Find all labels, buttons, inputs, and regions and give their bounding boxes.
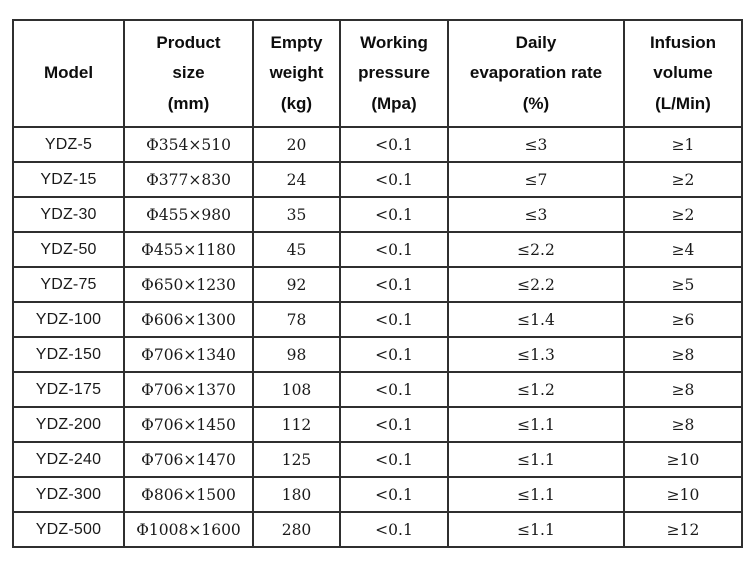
cell-daily-evaporation-rate: ≤1.4 (447, 301, 625, 338)
cell-model: YDZ-75 (12, 266, 125, 303)
col-header-empty-weight: Empty weight (kg) (252, 19, 341, 128)
cell-infusion-volume: ≥8 (623, 371, 743, 408)
table-row: YDZ-300 Φ806×1500 180 <0.1 ≤1.1 ≥10 (12, 476, 743, 513)
cell-infusion-volume: ≥10 (623, 441, 743, 478)
cell-model: YDZ-15 (12, 161, 125, 198)
cell-working-pressure: <0.1 (339, 266, 449, 303)
cell-product-size: Φ1008×1600 (123, 511, 254, 548)
cell-empty-weight: 180 (252, 476, 341, 513)
header-row: Model Product size (mm) Empty weight (kg… (12, 19, 743, 128)
cell-empty-weight: 112 (252, 406, 341, 443)
cell-product-size: Φ606×1300 (123, 301, 254, 338)
cell-daily-evaporation-rate: ≤3 (447, 126, 625, 163)
cell-product-size: Φ455×1180 (123, 231, 254, 268)
cell-product-size: Φ455×980 (123, 196, 254, 233)
table-row: YDZ-175 Φ706×1370 108 <0.1 ≤1.2 ≥8 (12, 371, 743, 408)
cell-infusion-volume: ≥6 (623, 301, 743, 338)
col-header-product-size: Product size (mm) (123, 19, 254, 128)
product-spec-table: Model Product size (mm) Empty weight (kg… (12, 19, 743, 548)
cell-infusion-volume: ≥8 (623, 406, 743, 443)
cell-infusion-volume: ≥4 (623, 231, 743, 268)
cell-product-size: Φ706×1340 (123, 336, 254, 373)
cell-working-pressure: <0.1 (339, 161, 449, 198)
col-header-working-pressure: Working pressure (Mpa) (339, 19, 449, 128)
cell-product-size: Φ706×1470 (123, 441, 254, 478)
col-header-daily-evaporation-rate: Daily evaporation rate (%) (447, 19, 625, 128)
cell-product-size: Φ806×1500 (123, 476, 254, 513)
cell-model: YDZ-5 (12, 126, 125, 163)
cell-daily-evaporation-rate: ≤2.2 (447, 231, 625, 268)
cell-model: YDZ-240 (12, 441, 125, 478)
cell-model: YDZ-30 (12, 196, 125, 233)
cell-empty-weight: 108 (252, 371, 341, 408)
cell-product-size: Φ377×830 (123, 161, 254, 198)
table-row: YDZ-500 Φ1008×1600 280 <0.1 ≤1.1 ≥12 (12, 511, 743, 548)
cell-daily-evaporation-rate: ≤1.1 (447, 441, 625, 478)
cell-working-pressure: <0.1 (339, 371, 449, 408)
cell-daily-evaporation-rate: ≤2.2 (447, 266, 625, 303)
cell-working-pressure: <0.1 (339, 336, 449, 373)
cell-model: YDZ-500 (12, 511, 125, 548)
cell-working-pressure: <0.1 (339, 406, 449, 443)
table-row: YDZ-240 Φ706×1470 125 <0.1 ≤1.1 ≥10 (12, 441, 743, 478)
cell-model: YDZ-50 (12, 231, 125, 268)
cell-empty-weight: 35 (252, 196, 341, 233)
cell-model: YDZ-150 (12, 336, 125, 373)
cell-working-pressure: <0.1 (339, 511, 449, 548)
table-row: YDZ-100 Φ606×1300 78 <0.1 ≤1.4 ≥6 (12, 301, 743, 338)
cell-infusion-volume: ≥1 (623, 126, 743, 163)
table-row: YDZ-30 Φ455×980 35 <0.1 ≤3 ≥2 (12, 196, 743, 233)
cell-working-pressure: <0.1 (339, 126, 449, 163)
col-header-infusion-volume: Infusion volume (L/Min) (623, 19, 743, 128)
table-row: YDZ-50 Φ455×1180 45 <0.1 ≤2.2 ≥4 (12, 231, 743, 268)
table-row: YDZ-150 Φ706×1340 98 <0.1 ≤1.3 ≥8 (12, 336, 743, 373)
cell-working-pressure: <0.1 (339, 196, 449, 233)
cell-daily-evaporation-rate: ≤1.2 (447, 371, 625, 408)
cell-model: YDZ-175 (12, 371, 125, 408)
cell-daily-evaporation-rate: ≤1.3 (447, 336, 625, 373)
cell-infusion-volume: ≥8 (623, 336, 743, 373)
cell-empty-weight: 280 (252, 511, 341, 548)
cell-infusion-volume: ≥2 (623, 161, 743, 198)
cell-daily-evaporation-rate: ≤7 (447, 161, 625, 198)
table-row: YDZ-200 Φ706×1450 112 <0.1 ≤1.1 ≥8 (12, 406, 743, 443)
cell-product-size: Φ354×510 (123, 126, 254, 163)
cell-empty-weight: 125 (252, 441, 341, 478)
cell-product-size: Φ650×1230 (123, 266, 254, 303)
table-row: YDZ-75 Φ650×1230 92 <0.1 ≤2.2 ≥5 (12, 266, 743, 303)
cell-working-pressure: <0.1 (339, 231, 449, 268)
cell-daily-evaporation-rate: ≤1.1 (447, 511, 625, 548)
table-row: YDZ-15 Φ377×830 24 <0.1 ≤7 ≥2 (12, 161, 743, 198)
cell-empty-weight: 45 (252, 231, 341, 268)
cell-working-pressure: <0.1 (339, 476, 449, 513)
cell-working-pressure: <0.1 (339, 301, 449, 338)
col-header-model: Model (12, 19, 125, 128)
cell-working-pressure: <0.1 (339, 441, 449, 478)
cell-empty-weight: 98 (252, 336, 341, 373)
cell-infusion-volume: ≥2 (623, 196, 743, 233)
cell-empty-weight: 92 (252, 266, 341, 303)
cell-infusion-volume: ≥10 (623, 476, 743, 513)
cell-product-size: Φ706×1450 (123, 406, 254, 443)
cell-empty-weight: 78 (252, 301, 341, 338)
table-row: YDZ-5 Φ354×510 20 <0.1 ≤3 ≥1 (12, 126, 743, 163)
cell-model: YDZ-100 (12, 301, 125, 338)
cell-product-size: Φ706×1370 (123, 371, 254, 408)
cell-empty-weight: 20 (252, 126, 341, 163)
cell-daily-evaporation-rate: ≤3 (447, 196, 625, 233)
cell-daily-evaporation-rate: ≤1.1 (447, 476, 625, 513)
cell-empty-weight: 24 (252, 161, 341, 198)
cell-infusion-volume: ≥5 (623, 266, 743, 303)
cell-infusion-volume: ≥12 (623, 511, 743, 548)
cell-model: YDZ-200 (12, 406, 125, 443)
cell-model: YDZ-300 (12, 476, 125, 513)
cell-daily-evaporation-rate: ≤1.1 (447, 406, 625, 443)
